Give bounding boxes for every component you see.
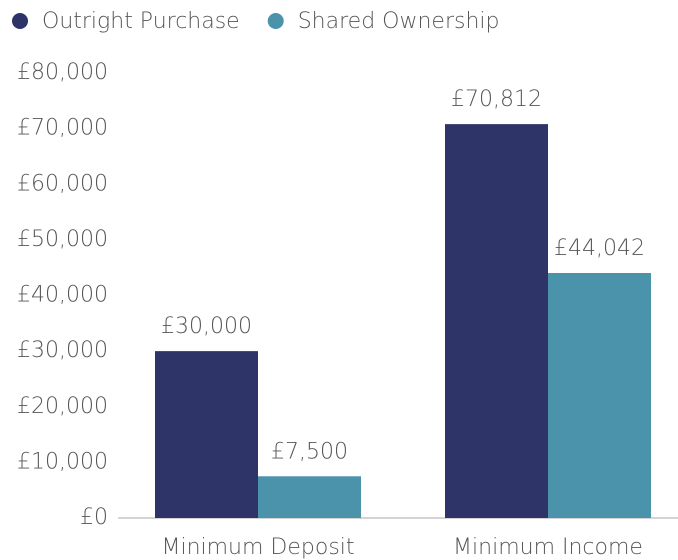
data-label: £44,042 xyxy=(554,236,645,261)
y-tick-label: £0 xyxy=(80,505,108,530)
y-tick-label: £80,000 xyxy=(17,60,108,85)
bar xyxy=(155,351,258,518)
y-tick-label: £30,000 xyxy=(17,338,108,363)
data-label: £7,500 xyxy=(271,439,348,464)
y-tick-label: £40,000 xyxy=(17,283,108,308)
bar xyxy=(548,273,651,518)
legend-label: Outright Purchase xyxy=(42,9,240,34)
legend-label: Shared Ownership xyxy=(298,9,500,34)
y-tick-label: £70,000 xyxy=(17,116,108,141)
data-label: £30,000 xyxy=(161,314,252,339)
x-tick-label: Minimum Deposit xyxy=(161,535,354,560)
bar xyxy=(445,124,548,519)
legend-swatch xyxy=(12,13,28,29)
bar xyxy=(258,476,361,518)
legend-swatch xyxy=(267,13,284,29)
y-tick-label: £50,000 xyxy=(17,227,108,252)
y-tick-label: £20,000 xyxy=(17,394,108,419)
x-tick-label: Minimum Income xyxy=(453,535,643,560)
y-tick-label: £10,000 xyxy=(17,449,108,474)
y-tick-label: £60,000 xyxy=(17,171,108,196)
data-label: £70,812 xyxy=(451,87,542,112)
